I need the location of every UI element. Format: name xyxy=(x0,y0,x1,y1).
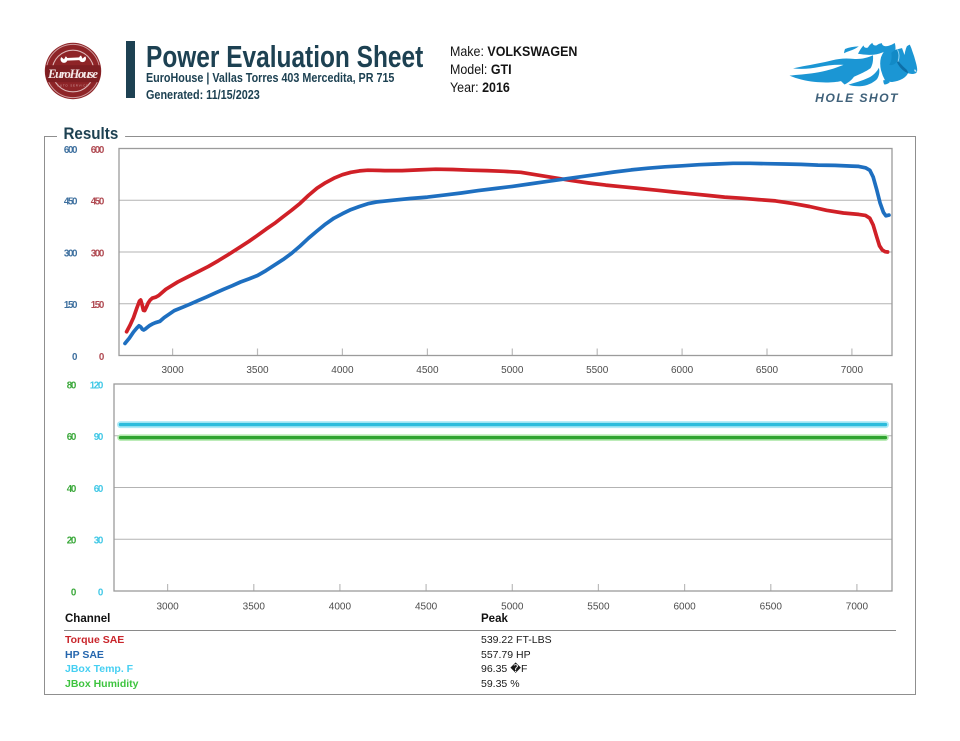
svg-text:30: 30 xyxy=(94,536,104,547)
svg-text:5500: 5500 xyxy=(587,601,610,612)
svg-text:4000: 4000 xyxy=(329,601,352,612)
svg-text:4500: 4500 xyxy=(415,601,438,612)
svg-text:90: 90 xyxy=(94,432,104,443)
svg-text:5000: 5000 xyxy=(501,601,524,612)
svg-text:0: 0 xyxy=(99,352,105,363)
svg-text:0: 0 xyxy=(72,352,78,363)
svg-text:4500: 4500 xyxy=(416,365,439,376)
svg-text:0: 0 xyxy=(71,587,77,598)
svg-text:HOLE SHOT: HOLE SHOT xyxy=(815,91,899,105)
svg-text:6500: 6500 xyxy=(756,365,779,376)
svg-text:600: 600 xyxy=(64,145,78,156)
svg-text:600: 600 xyxy=(91,145,105,156)
svg-text:6000: 6000 xyxy=(673,601,696,612)
svg-text:450: 450 xyxy=(64,197,78,208)
svg-text:80: 80 xyxy=(67,380,77,391)
svg-text:4000: 4000 xyxy=(331,365,354,376)
svg-text:0: 0 xyxy=(98,587,104,598)
svg-text:3500: 3500 xyxy=(243,601,266,612)
svg-text:6000: 6000 xyxy=(671,365,694,376)
svg-text:20: 20 xyxy=(67,536,77,547)
svg-text:AUTO SERVICE: AUTO SERVICE xyxy=(57,83,89,87)
svg-text:7000: 7000 xyxy=(841,365,864,376)
svg-text:60: 60 xyxy=(94,484,104,495)
svg-text:150: 150 xyxy=(64,300,78,311)
svg-text:3000: 3000 xyxy=(161,365,184,376)
svg-text:6500: 6500 xyxy=(760,601,783,612)
svg-text:3500: 3500 xyxy=(246,365,269,376)
svg-text:120: 120 xyxy=(90,380,104,391)
svg-text:150: 150 xyxy=(91,300,105,311)
svg-text:5000: 5000 xyxy=(501,365,524,376)
svg-text:450: 450 xyxy=(91,197,105,208)
svg-text:40: 40 xyxy=(67,484,77,495)
svg-text:300: 300 xyxy=(91,248,105,259)
svg-text:EuroHouse: EuroHouse xyxy=(47,66,98,80)
svg-text:60: 60 xyxy=(67,432,77,443)
svg-text:5500: 5500 xyxy=(586,365,609,376)
svg-text:7000: 7000 xyxy=(846,601,869,612)
svg-text:300: 300 xyxy=(64,248,78,259)
svg-text:3000: 3000 xyxy=(156,601,179,612)
